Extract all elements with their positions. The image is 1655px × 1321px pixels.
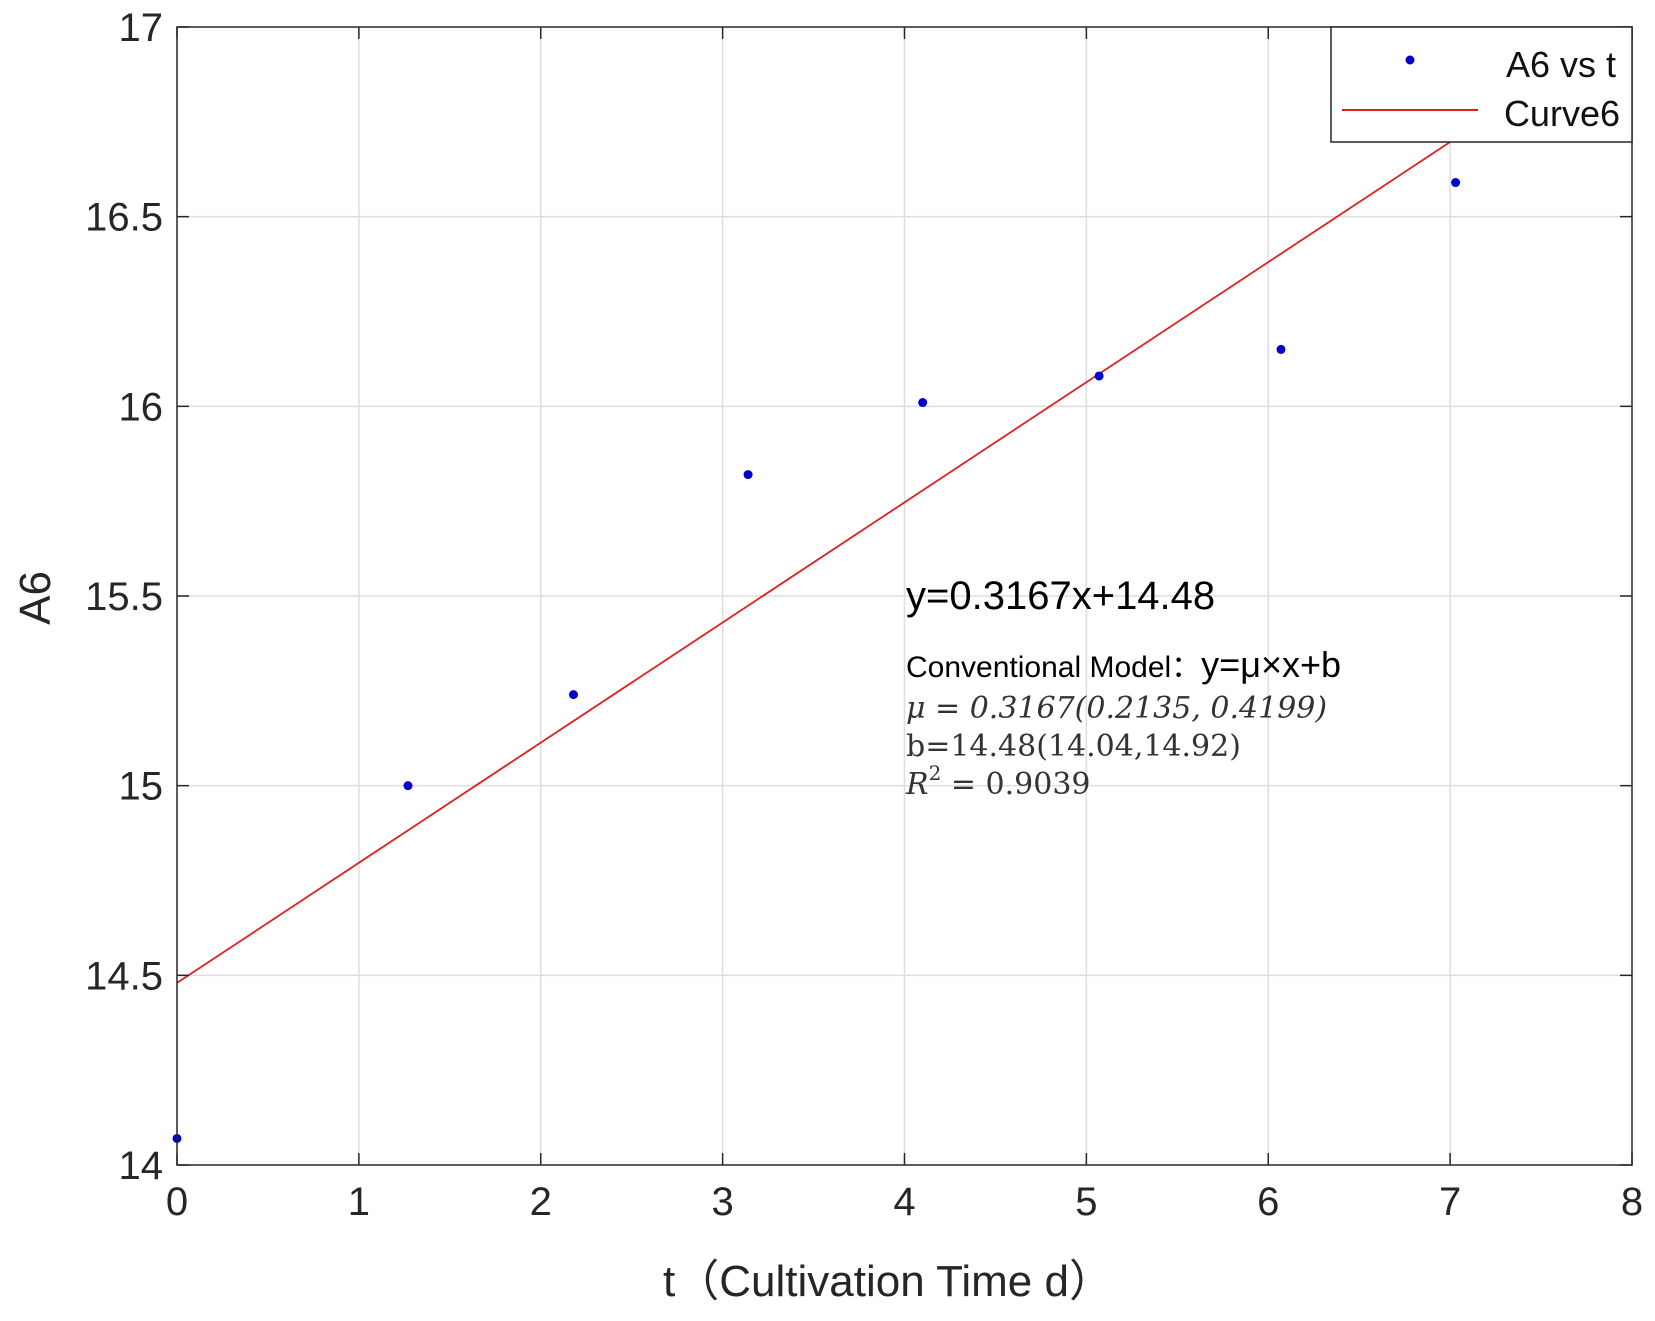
x-tick-label: 3 xyxy=(712,1180,734,1224)
r2-prefix: R xyxy=(905,767,929,802)
x-tick-label: 0 xyxy=(166,1180,188,1224)
y-tick-label: 16 xyxy=(119,385,164,429)
data-point-4 xyxy=(743,470,753,480)
model-formula: y=μ×x+b xyxy=(1201,644,1341,685)
data-point-7 xyxy=(1276,344,1286,354)
y-tick-label: 14.5 xyxy=(85,954,163,998)
y-axis-title: A6 xyxy=(11,571,60,625)
x-axis-title: t（Cultivation Time d） xyxy=(663,1257,1113,1306)
b-estimate: b=14.48(14.04,14.92) xyxy=(906,729,1241,764)
y-tick-label: 14 xyxy=(119,1144,164,1188)
r2-value: = 0.9039 xyxy=(941,767,1090,802)
y-tick-label: 15 xyxy=(119,765,164,809)
data-point-2 xyxy=(403,781,413,791)
y-tick-label: 16.5 xyxy=(85,196,163,240)
r2-exponent: 2 xyxy=(929,761,942,785)
fit-line-layer xyxy=(176,137,1457,984)
grid xyxy=(177,27,1632,1165)
x-tick-label: 5 xyxy=(1075,1180,1097,1224)
x-tick-label: 2 xyxy=(530,1180,552,1224)
plot-area-border xyxy=(176,26,1633,1166)
scatter-points-layer xyxy=(172,178,1461,1143)
x-tick-label: 7 xyxy=(1439,1180,1461,1224)
y-tick-label: 17 xyxy=(119,6,164,50)
legend-box xyxy=(1330,26,1633,143)
model-description: Conventional Model：y=μ×x+b xyxy=(906,644,1341,685)
fit-line-curve6 xyxy=(176,137,1457,984)
data-point-8 xyxy=(1451,178,1461,188)
fit-equation: y=0.3167x+14.48 xyxy=(906,574,1215,618)
model-label: Conventional Model： xyxy=(906,651,1201,684)
x-tick-label: 4 xyxy=(893,1180,915,1224)
x-tick-label: 1 xyxy=(348,1180,370,1224)
r-squared: R2 = 0.9039 xyxy=(905,761,1091,802)
tick-labels: 0 1 2 3 4 5 6 7 8 14 14.5 15 15.5 16 16.5 17 xyxy=(85,6,1643,1224)
legend: A6 vs t Curve6 xyxy=(1330,26,1633,143)
legend-label-line: Curve6 xyxy=(1504,93,1620,134)
annotation-block: y=0.3167x+14.48 Conventional Model：y=μ×x… xyxy=(905,574,1341,802)
y-tick-label: 15.5 xyxy=(85,575,163,619)
data-point-3 xyxy=(568,690,578,700)
data-point-6 xyxy=(1094,371,1104,381)
mu-estimate: μ = 0.3167(0.2135, 0.4199) xyxy=(906,691,1327,726)
data-point-5 xyxy=(918,398,928,408)
legend-label-points: A6 vs t xyxy=(1506,44,1616,85)
axes-frame xyxy=(176,26,1633,1166)
x-tick-label: 6 xyxy=(1257,1180,1279,1224)
legend-marker-points xyxy=(1405,55,1415,65)
x-tick-label: 8 xyxy=(1621,1180,1643,1224)
